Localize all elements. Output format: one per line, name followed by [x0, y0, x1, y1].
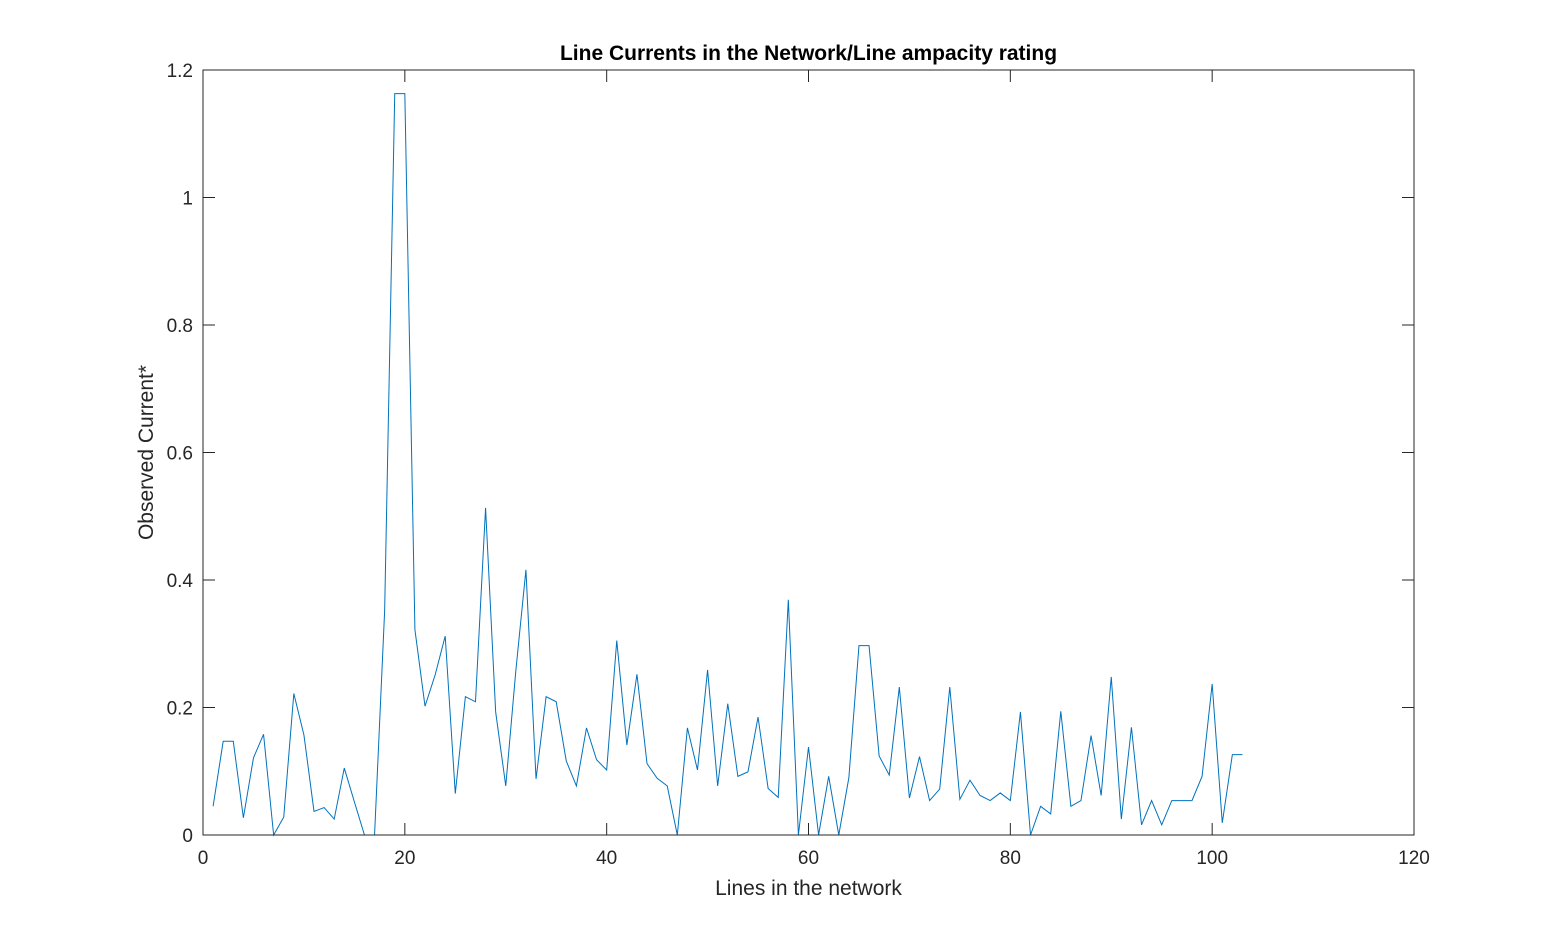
y-axis-label: Observed Current* [135, 365, 158, 540]
y-tick-label: 1 [182, 189, 193, 210]
ticks: 0 20 40 60 80 100 120 0 0.2 0.4 0.6 0.8 1 1.2 [167, 61, 1430, 869]
y-tick-label: 1.2 [167, 61, 193, 82]
y-tick-label: 0.4 [167, 571, 194, 592]
y-tick-label: 0.8 [167, 316, 193, 337]
plot-area [203, 70, 1414, 835]
series [212, 93, 1243, 837]
axes-box [202, 69, 1415, 836]
x-tick-label: 100 [1196, 848, 1228, 869]
y-tick-label: 0.6 [167, 444, 193, 465]
y-tick-label: 0.2 [167, 699, 193, 720]
y-tick-label: 0 [182, 826, 193, 847]
x-tick-label: 0 [198, 848, 209, 869]
x-tick-label: 80 [1000, 848, 1021, 869]
chart-title: Line Currents in the Network/Line ampaci… [560, 42, 1057, 65]
x-tick-label: 40 [596, 848, 617, 869]
x-axis-label: Lines in the network [715, 877, 902, 900]
x-tick-label: 60 [798, 848, 819, 869]
series-line [212, 93, 1243, 837]
x-tick-label: 120 [1398, 848, 1430, 869]
x-tick-label: 20 [394, 848, 415, 869]
